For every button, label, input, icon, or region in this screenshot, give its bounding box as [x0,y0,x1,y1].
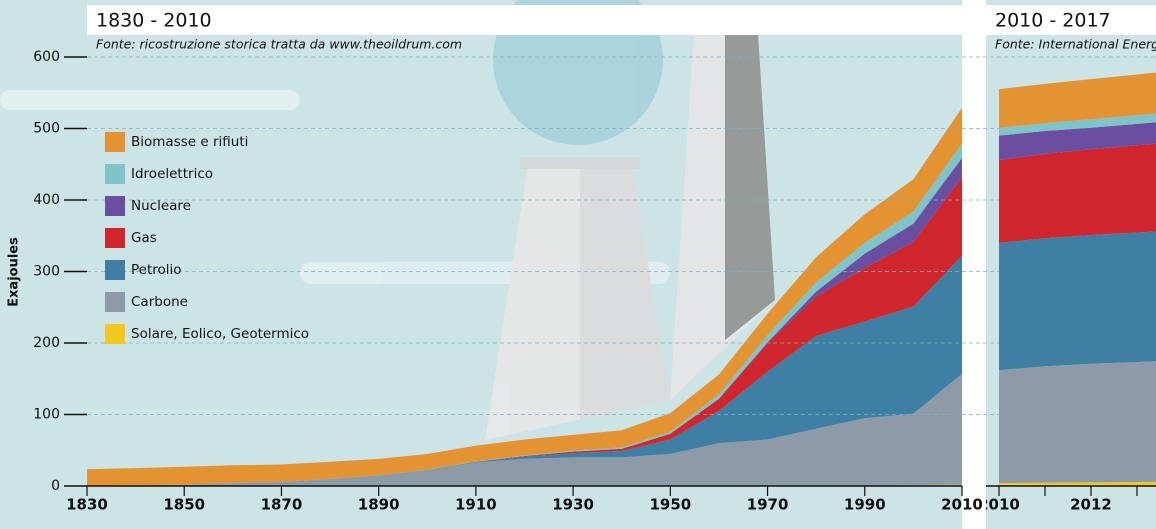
x-tick-label: 1910 [455,496,497,514]
x-tick-label: 1830 [66,496,108,514]
area [999,360,1156,483]
legend-label: Carbone [131,294,188,310]
y-tick-label: 600 [33,49,60,65]
x-tick-label: 2012 [1070,496,1112,514]
chart-title: 2010 - 2017 [995,10,1111,32]
legend-label: Solare, Eolico, Geotermico [131,326,309,342]
cloud [0,90,300,110]
legend-label: Nucleare [131,198,191,214]
chart-title: 1830 - 2010 [96,10,212,32]
y-tick-label: 400 [33,192,60,208]
x-tick-label: 1970 [747,496,789,514]
x-tick-label: 1850 [163,496,205,514]
x-tick-label: 1990 [844,496,886,514]
area [999,230,1156,370]
y-axis-label: Exajoules [7,237,22,307]
y-tick-label: 300 [33,264,60,280]
y-tick-label: 100 [33,407,60,423]
panel-gap [962,0,986,529]
legend-swatch [105,196,125,216]
chart: 1830 - 2010 Fonte: ricostruzione storica… [0,0,1156,529]
x-tick-label: 2010 [941,496,983,514]
legend-label: Petrolio [131,262,182,278]
legend-swatch [105,228,125,248]
chart-subtitle: Fonte: ricostruzione storica tratta da w… [96,37,462,52]
chart-subtitle: Fonte: International Energy Agency [995,37,1156,52]
x-tick-label: 1890 [358,496,400,514]
legend-label: Biomasse e rifiuti [131,134,248,150]
legend-label: Idroelettrico [131,166,213,182]
y-tick-label: 200 [33,335,60,351]
legend-swatch [105,292,125,312]
legend-swatch [105,324,125,344]
legend-label: Gas [131,230,157,246]
tower-rim [520,157,640,169]
x-tick-label: 1870 [261,496,303,514]
x-tick-label: 1950 [649,496,691,514]
y-tick-label: 0 [51,478,60,494]
title-box [87,5,962,35]
legend-swatch [105,260,125,280]
y-tick-label: 500 [33,121,60,137]
x-tick-label: 1930 [552,496,594,514]
legend-swatch [105,132,125,152]
legend-swatch [105,164,125,184]
